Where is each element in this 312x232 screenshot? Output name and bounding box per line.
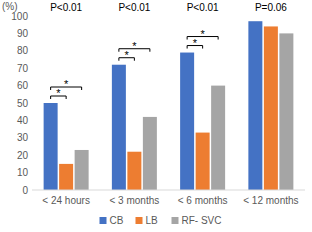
x-tick-label: < 12 months [243, 195, 298, 206]
chart-svg: (%)0102030405060708090100< 24 hours< 3 m… [0, 0, 312, 232]
y-axis-line [32, 16, 33, 190]
y-tick-label: 40 [17, 115, 29, 126]
bar [112, 65, 126, 190]
bar [248, 21, 262, 190]
p-value-label: P<0.01 [50, 2, 82, 13]
legend-label: RF- SVC [182, 215, 222, 226]
x-tick-label: < 6 months [178, 195, 228, 206]
bar [44, 103, 58, 190]
bar [211, 86, 225, 190]
y-tick-label: 70 [17, 63, 29, 74]
x-axis-line [32, 190, 305, 191]
legend: CB LB RF- SVC [100, 215, 222, 226]
chart-container: (%)0102030405060708090100< 24 hours< 3 m… [0, 0, 312, 232]
legend-swatch [136, 217, 143, 224]
bar [127, 152, 141, 190]
y-tick-label: 0 [22, 185, 28, 196]
y-tick-label: 90 [17, 28, 29, 39]
significance-label: * [193, 37, 198, 49]
p-value-label: P<0.01 [118, 2, 150, 13]
bar [196, 133, 210, 190]
legend-swatch [100, 217, 107, 224]
bars [44, 21, 294, 190]
bar [279, 33, 293, 190]
y-tick-label: 80 [17, 45, 29, 56]
significance-label: * [64, 78, 69, 90]
significance-label: * [200, 28, 205, 40]
x-tick-label: < 3 months [109, 195, 159, 206]
legend-label: LB [146, 215, 159, 226]
p-value-label: P<0.01 [187, 2, 219, 13]
legend-label: CB [110, 215, 124, 226]
y-tick-label: 30 [17, 132, 29, 143]
y-tick-label: 10 [17, 167, 29, 178]
legend-swatch [172, 217, 179, 224]
bar [180, 53, 194, 190]
bar [264, 26, 278, 190]
bar [75, 150, 89, 190]
significance-label: * [124, 49, 129, 61]
significance-label: * [56, 87, 61, 99]
significance-label: * [132, 40, 137, 52]
bar [59, 164, 73, 190]
p-value-label: P=0.06 [255, 2, 287, 13]
bar [143, 117, 157, 190]
y-tick-label: 100 [11, 11, 28, 22]
x-tick-label: < 24 hours [42, 195, 90, 206]
y-tick-label: 60 [17, 80, 29, 91]
y-tick-label: 20 [17, 150, 29, 161]
y-tick-label: 50 [17, 98, 29, 109]
